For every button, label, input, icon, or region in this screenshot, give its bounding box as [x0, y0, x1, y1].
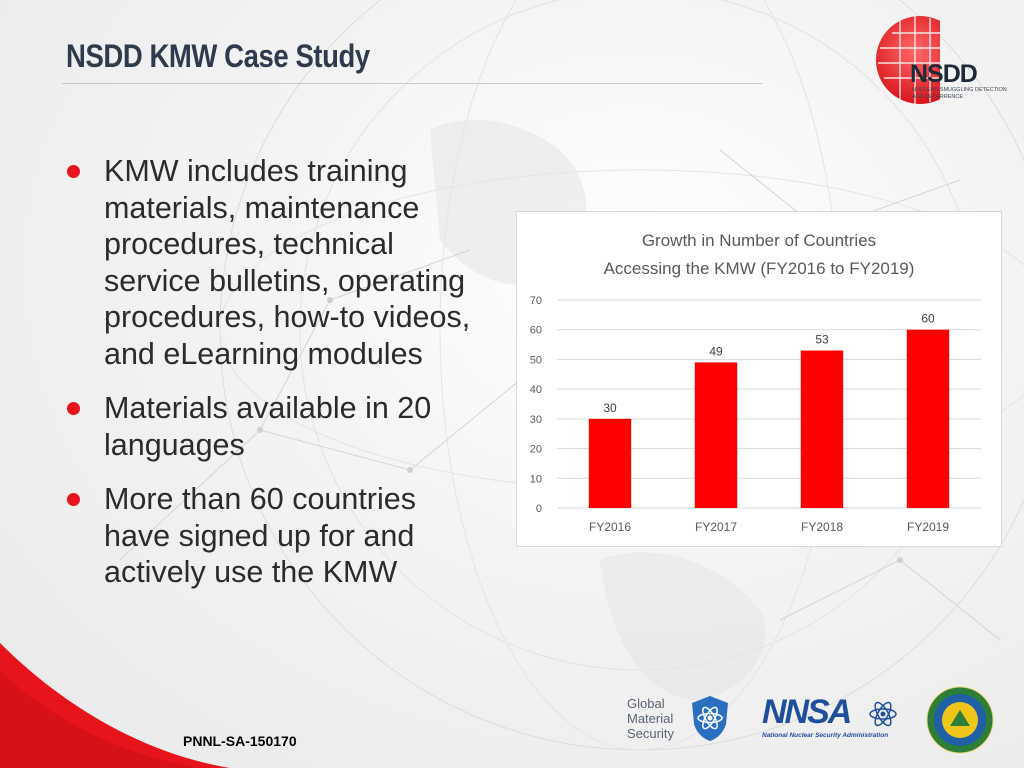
bar [800, 350, 844, 508]
x-tick-label: FY2017 [695, 520, 737, 534]
page-title: NSDD KMW Case Study [66, 38, 370, 74]
red-corner-decoration [0, 643, 230, 768]
nnsa-wordmark: NNSA [762, 693, 852, 731]
bar-chart-svg: Growth in Number of Countries Accessing … [530, 231, 981, 534]
data-label: 49 [709, 344, 723, 358]
x-tick-label: FY2016 [589, 520, 631, 534]
bar-chart: Growth in Number of Countries Accessing … [516, 211, 1002, 547]
y-tick-label: 50 [530, 354, 542, 366]
bullet-list: KMW includes training materials, mainten… [60, 153, 480, 609]
nsdd-logo: NSDD NUCLEAR SMUGGLING DETECTION AND DET… [870, 8, 1010, 112]
bullet-item-2: Materials available in 20 languages [60, 390, 480, 463]
bullet-dot-icon [67, 165, 80, 178]
x-tick-label: FY2019 [907, 520, 949, 534]
global-material-security-logo: Global Material Security [627, 694, 737, 746]
y-tick-label: 70 [530, 295, 542, 307]
gms-text: Global Material Security [627, 696, 674, 741]
data-label: 53 [815, 333, 829, 347]
shield-atom-icon [692, 696, 728, 741]
y-tick-label: 10 [530, 473, 542, 485]
y-tick-label: 40 [530, 384, 542, 396]
nsdd-wordmark: NSDD [910, 60, 978, 88]
atom-icon [869, 701, 897, 727]
bullet-item-1: KMW includes training materials, mainten… [60, 153, 480, 372]
nsdd-subtitle: NUCLEAR SMUGGLING DETECTION AND DETERREN… [912, 87, 1007, 100]
nnsa-logo: NNSA National Nuclear Security Administr… [760, 693, 900, 745]
bullet-dot-icon [67, 493, 80, 506]
chart-title-line-1: Growth in Number of Countries [642, 231, 876, 250]
document-id: PNNL-SA-150170 [183, 733, 297, 749]
nnsa-subtitle: National Nuclear Security Administration [762, 732, 889, 739]
data-label: 60 [921, 312, 935, 326]
y-tick-label: 20 [530, 444, 542, 456]
doe-seal-icon [926, 686, 994, 754]
bullet-text: More than 60 countries have signed up fo… [104, 482, 416, 589]
bullet-dot-icon [67, 402, 80, 415]
bar [588, 418, 632, 508]
bullet-item-3: More than 60 countries have signed up fo… [60, 481, 480, 591]
bullet-text: KMW includes training materials, mainten… [104, 154, 471, 371]
data-label: 30 [603, 401, 617, 415]
nsdd-globe-icon [876, 16, 940, 104]
x-tick-label: FY2018 [801, 520, 843, 534]
bar [906, 329, 950, 508]
bar [694, 362, 738, 508]
title-divider [62, 83, 762, 84]
bullet-text: Materials available in 20 languages [104, 391, 432, 462]
y-tick-label: 60 [530, 325, 542, 337]
chart-title-line-2: Accessing the KMW (FY2016 to FY2019) [604, 259, 915, 278]
y-tick-label: 0 [536, 503, 542, 515]
y-tick-label: 30 [530, 414, 542, 426]
